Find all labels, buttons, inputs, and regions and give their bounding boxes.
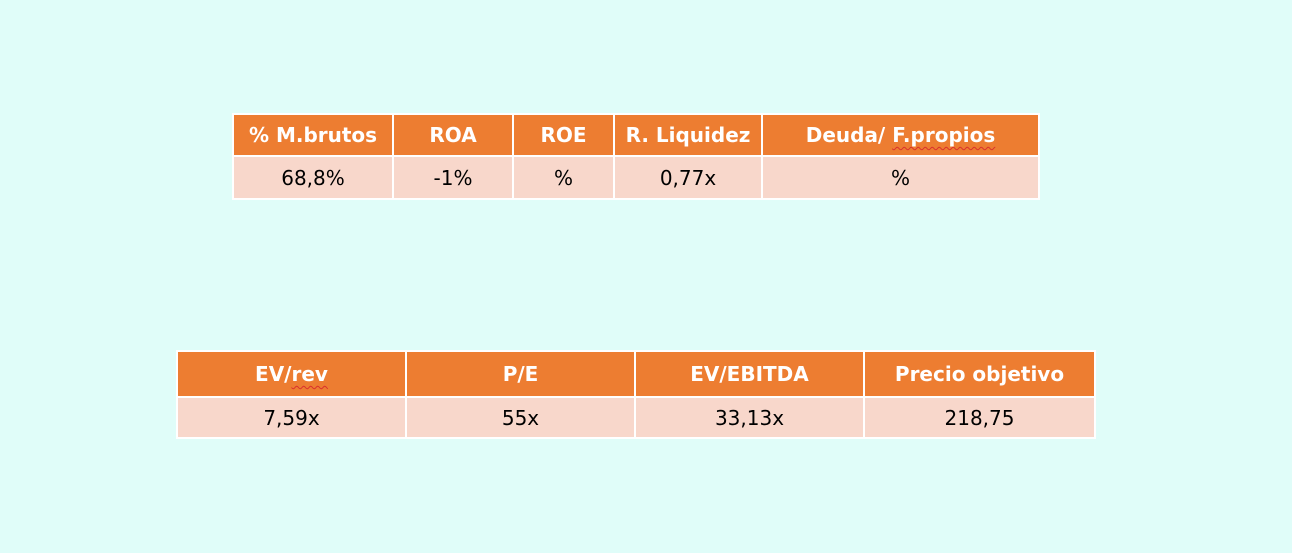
header-roa: ROA — [392, 113, 514, 157]
header-deuda-fondos-propios: Deuda/ F.propios — [761, 113, 1040, 157]
header-precio-objetivo: Precio objetivo — [863, 350, 1096, 398]
header-ratio-liquidez: R. Liquidez — [613, 113, 763, 157]
value-ev-ebitda: 33,13x — [634, 396, 865, 439]
valuation-table: EV/rev P/E EV/EBITDA Precio objetivo 7,5… — [176, 350, 1096, 439]
header-roe: ROE — [512, 113, 615, 157]
header-margen-bruto: % M.brutos — [232, 113, 394, 157]
header-rev-text: rev — [291, 362, 328, 386]
ratios-value-row: 68,8% -1% % 0,77x % — [232, 155, 1040, 200]
value-margen-bruto: 68,8% — [232, 155, 394, 200]
header-deuda-text: Deuda/ — [805, 123, 893, 147]
valuation-value-row: 7,59x 55x 33,13x 218,75 — [176, 396, 1096, 439]
value-roa: -1% — [392, 155, 514, 200]
header-pe: P/E — [405, 350, 636, 398]
ratios-header-row: % M.brutos ROA ROE R. Liquidez Deuda/ F.… — [232, 113, 1040, 157]
ratios-table: % M.brutos ROA ROE R. Liquidez Deuda/ F.… — [232, 113, 1040, 200]
value-pe: 55x — [405, 396, 636, 439]
header-ev-rev: EV/rev — [176, 350, 407, 398]
header-ev-ebitda: EV/EBITDA — [634, 350, 865, 398]
value-precio-objetivo: 218,75 — [863, 396, 1096, 439]
value-deuda-fondos-propios: % — [761, 155, 1040, 200]
value-ev-rev: 7,59x — [176, 396, 407, 439]
value-ratio-liquidez: 0,77x — [613, 155, 763, 200]
header-ev-text: EV/ — [255, 362, 292, 386]
value-roe: % — [512, 155, 615, 200]
header-fpropios-text: F.propios — [892, 123, 996, 147]
valuation-header-row: EV/rev P/E EV/EBITDA Precio objetivo — [176, 350, 1096, 398]
